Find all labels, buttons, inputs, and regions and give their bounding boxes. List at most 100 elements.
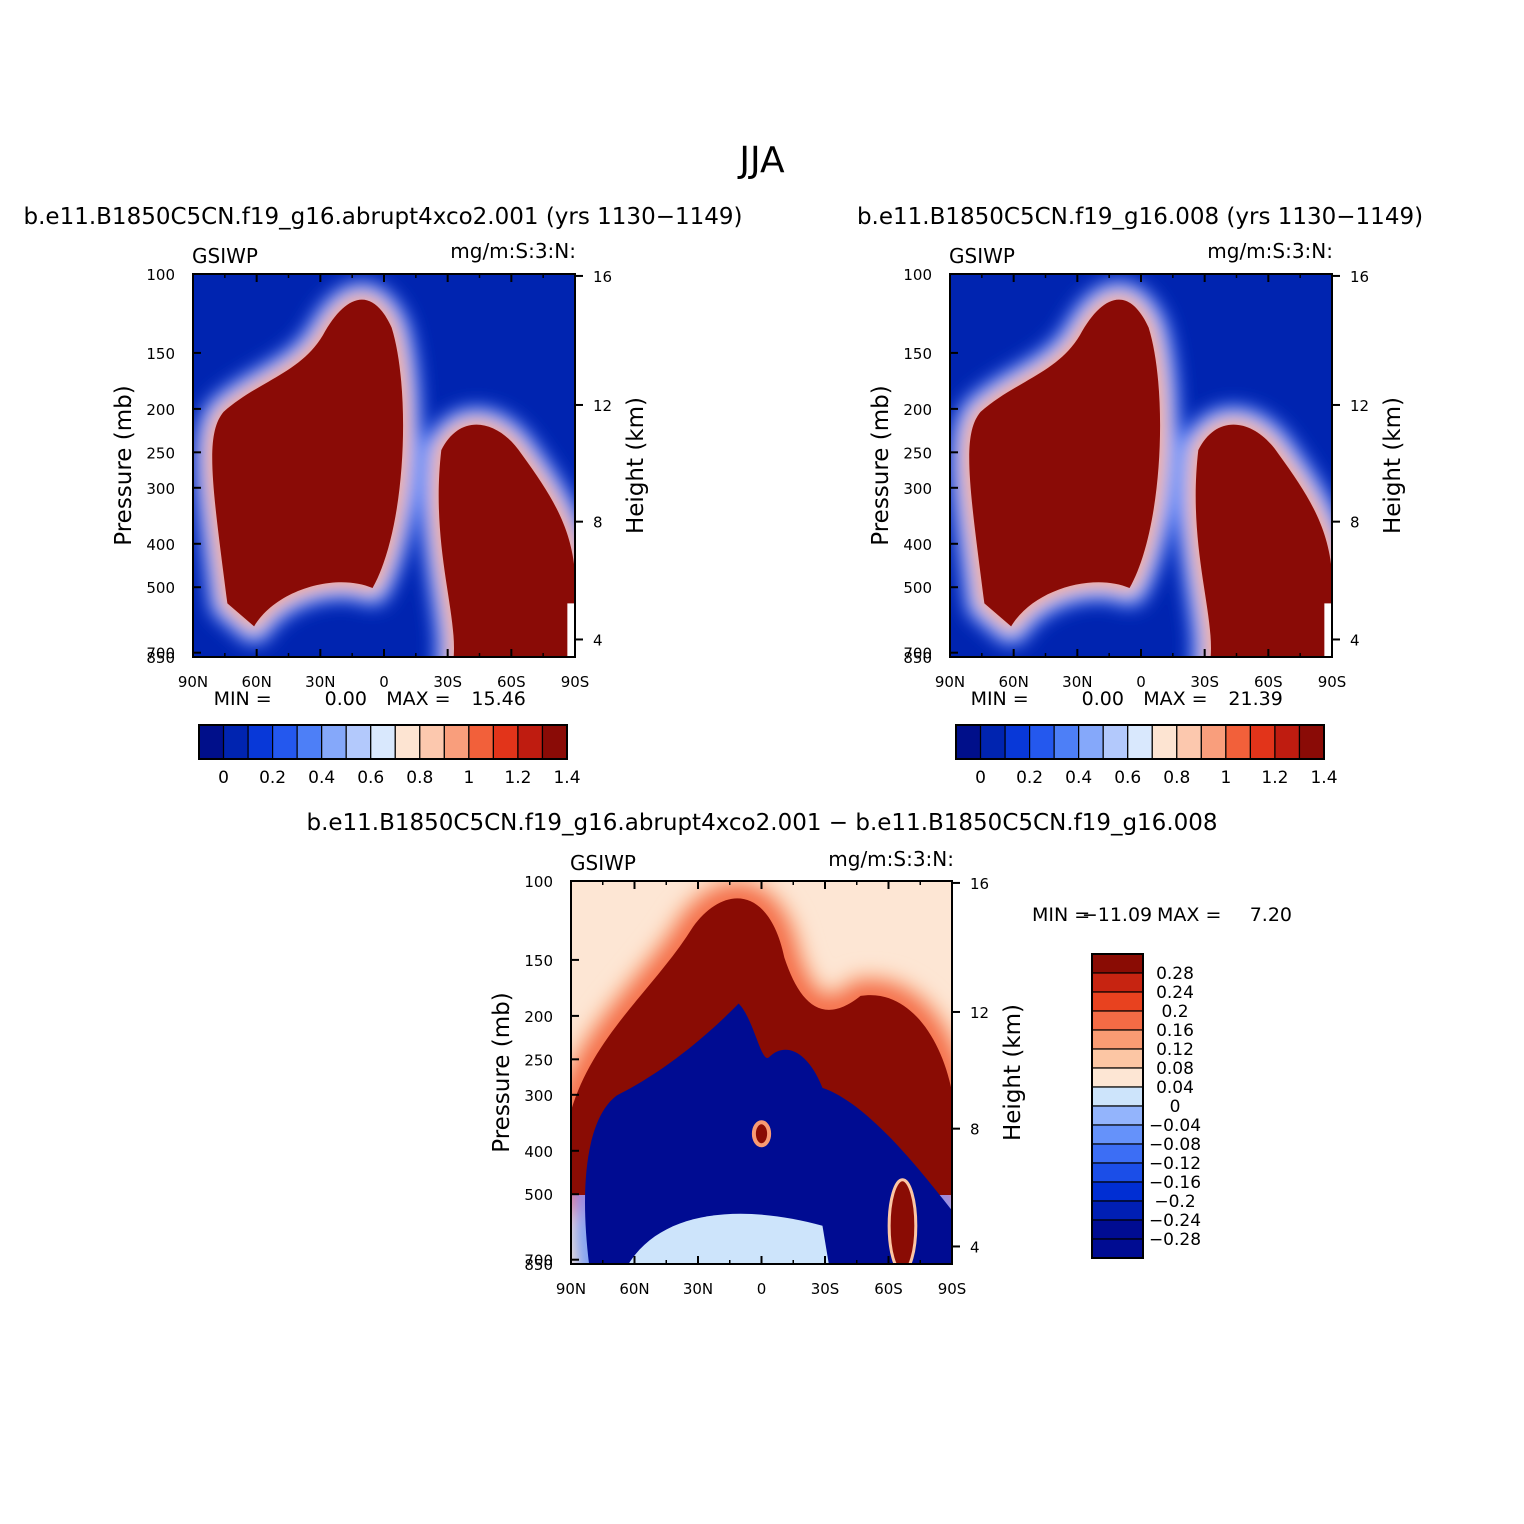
x-tick-label: 0 [757,1280,767,1298]
y-tick-label: 850 [146,649,175,667]
colorbar-swatch [1151,724,1178,760]
colorbar-label: 0.8 [1163,768,1190,788]
x-tick-label: 0 [1136,673,1146,691]
colorbar-swatch [1091,953,1144,974]
x-tick-label: 60N [999,673,1029,691]
colorbar-swatch [979,724,1006,760]
figure-title: JJA [737,140,785,181]
colorbar-label: 1.2 [1261,768,1288,788]
colorbar-swatch [1200,724,1227,760]
colorbar-swatch [1102,724,1129,760]
colorbar-swatch [1078,724,1104,760]
pressure-axis-label: Pressure (mb) [489,992,515,1152]
colorbar-swatch [1091,1029,1144,1050]
colorbar-swatch [247,724,274,760]
colorbar-swatch [1249,724,1276,760]
x-tick-label: 30N [1062,673,1092,691]
height-tick-label: 4 [970,1238,980,1256]
y-tick-label: 200 [146,401,175,419]
colorbar-swatch [1274,724,1301,760]
colorbar-label: −0.08 [1149,1135,1201,1155]
y-tick-label: 150 [903,345,932,363]
max-label: MAX = [1143,688,1207,710]
units-label: mg/m:S:3:N: [828,847,954,871]
colorbar-label: 0.16 [1156,1021,1194,1041]
colorbar-label: −0.24 [1149,1211,1201,1231]
y-tick-label: 200 [903,401,932,419]
colorbar-swatch [222,724,249,760]
height-axis-label: Height (km) [1380,397,1406,534]
min-label: MIN = [214,688,272,710]
colorbar-label: −0.28 [1149,1230,1201,1250]
height-tick-label: 16 [970,875,989,893]
colorbar-label: −0.16 [1149,1173,1201,1193]
y-tick-label: 700 [903,645,932,663]
colorbar-swatch [296,724,323,760]
colorbar-swatch [394,724,421,760]
y-tick-label: 850 [903,649,932,667]
x-tick-label: 60S [497,673,526,691]
x-tick-label: 30N [683,1280,713,1298]
x-tick-label: 90S [561,673,590,691]
y-tick-label: 400 [146,536,175,554]
max-value: 21.39 [1228,688,1282,710]
colorbar-label: 0.2 [1016,768,1043,788]
contour-plot: 90N 60N 30N 0 30S 60S 90S 100 150 200 250 300 400 500… [868,266,1406,788]
height-axis-label: Height (km) [623,397,649,534]
x-tick-label: 60N [619,1280,649,1298]
colorbar-swatch [1091,1010,1144,1031]
colorbar-swatch [1091,1219,1144,1240]
contour-plot: 90N 60N 30N 0 30S 60S 90S 100 150 200 250 300 400 500… [111,266,649,788]
height-tick-label: 12 [970,1004,989,1022]
colorbar-swatch [955,724,982,760]
y-tick-label: 100 [903,266,932,284]
height-tick-label: 16 [1350,268,1369,286]
pressure-axis-label: Pressure (mb) [111,385,137,545]
height-axis-label: Height (km) [1000,1004,1026,1141]
colorbar-swatch [1091,991,1144,1012]
colorbar-swatch [1091,1105,1144,1126]
colorbar-label: 1.4 [553,768,580,788]
x-tick-label: 30S [1190,673,1219,691]
x-tick-label: 30S [811,1280,840,1298]
variable-label: GSIWP [949,244,1015,268]
colorbar-swatch [198,724,225,760]
colorbar-swatch [370,724,396,760]
units-label: mg/m:S:3:N: [450,239,576,263]
colorbar-label: 1 [463,768,474,788]
colorbar-label: 0.2 [1161,1002,1188,1022]
height-tick-label: 8 [1350,514,1360,532]
colorbar-swatch [1028,724,1055,760]
y-tick-label: 150 [146,345,175,363]
height-tick-label: 4 [1350,631,1360,649]
colorbar-label: −0.2 [1154,1192,1195,1212]
height-tick-label: 4 [593,631,603,649]
colorbar-label: 1.2 [504,768,531,788]
y-tick-label: 500 [903,579,932,597]
panel-title: b.e11.B1850C5CN.f19_g16.abrupt4xco2.001 … [24,204,743,230]
colorbar-swatch [272,724,298,760]
x-tick-label: 60S [1254,673,1283,691]
pressure-axis-label: Pressure (mb) [868,385,894,545]
contour-plot: 90N 60N 30N 0 30S 60S 90S 100 150 200 250 300 400 500… [489,873,1292,1298]
colorbar-swatch [419,724,445,760]
y-tick-label: 250 [524,1051,553,1069]
colorbar-swatch [1091,1162,1144,1183]
colorbar-swatch [1091,1143,1144,1164]
y-tick-label: 250 [146,444,175,462]
y-tick-label: 500 [524,1186,553,1204]
max-value: 15.46 [471,688,525,710]
colorbar-label: 0.28 [1156,964,1194,984]
colorbar-swatch [517,724,544,760]
colorbar-swatch [1091,1086,1144,1107]
x-tick-label: 60N [242,673,272,691]
colorbar-swatch [1053,724,1080,760]
colorbar-label: 0.4 [1065,768,1092,788]
x-tick-label: 90N [556,1280,586,1298]
core-south [1195,424,1332,657]
core-south [438,424,575,657]
colorbar-swatch [1091,1048,1144,1069]
y-tick-label: 400 [903,536,932,554]
max-label: MAX = [386,688,450,710]
